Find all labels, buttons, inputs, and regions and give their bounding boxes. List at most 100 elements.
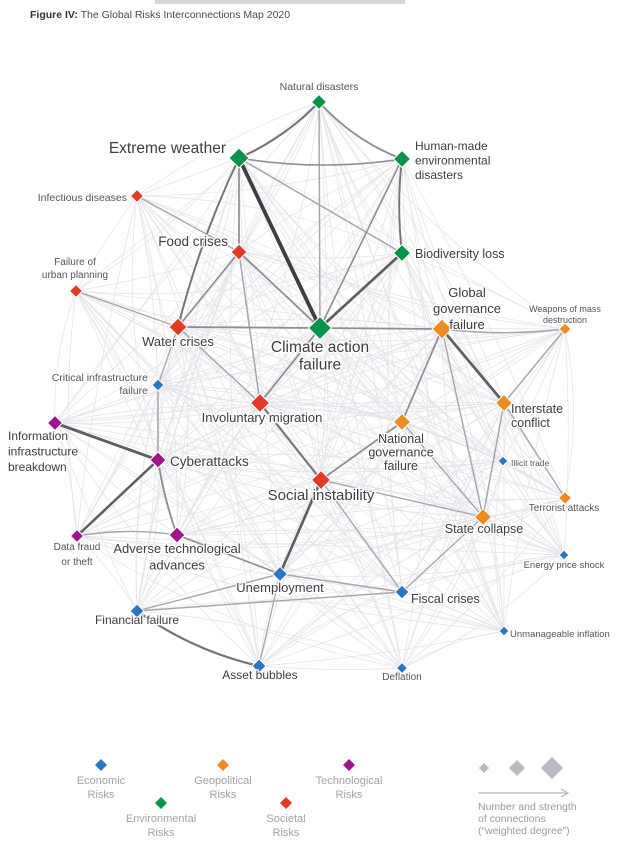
figure-title: Figure IV: The Global Risks Interconnect… xyxy=(30,9,290,21)
node-terrorist-attacks[interactable] xyxy=(557,490,573,506)
connection-line-strong xyxy=(503,402,566,499)
connection-line-strong xyxy=(401,328,443,423)
connection-line xyxy=(259,401,403,423)
node-state-collapse[interactable] xyxy=(473,507,493,527)
connection-line xyxy=(136,534,178,612)
connection-line xyxy=(157,384,281,575)
label-extreme-weather: Extreme weather xyxy=(109,140,226,157)
connection-line xyxy=(319,327,403,423)
connection-line-strong xyxy=(278,478,323,576)
weighted-degree-diamond-2 xyxy=(509,760,525,776)
node-biodiversity-loss[interactable] xyxy=(392,243,412,263)
node-info-infrastructure-breakdown[interactable] xyxy=(46,414,64,432)
connection-line xyxy=(75,290,281,575)
connection-line xyxy=(76,402,505,537)
node-natural-disasters[interactable] xyxy=(310,93,328,111)
connection-line xyxy=(482,516,565,556)
node-cyberattacks[interactable] xyxy=(149,451,167,469)
connection-line xyxy=(401,328,566,669)
connection-line xyxy=(75,101,320,292)
connection-line xyxy=(75,195,138,292)
node-climate-action-failure[interactable] xyxy=(307,315,333,341)
connection-line-strong xyxy=(177,157,240,328)
connection-line xyxy=(135,384,159,612)
node-national-governance-failure[interactable] xyxy=(392,412,412,432)
connection-line-strong xyxy=(259,327,321,404)
node-deflation[interactable] xyxy=(395,661,409,675)
connection-line-strong xyxy=(441,328,484,518)
connection-line-strong xyxy=(318,101,321,329)
connection-line-strong xyxy=(53,421,160,462)
connection-line xyxy=(259,402,566,499)
node-energy-price-shock[interactable] xyxy=(558,549,570,561)
connection-line xyxy=(136,328,443,612)
connection-line xyxy=(176,402,261,536)
connection-line xyxy=(238,251,484,518)
connection-line xyxy=(401,252,504,462)
connection-line xyxy=(318,101,484,518)
node-illicit-trade[interactable] xyxy=(497,455,509,467)
connection-line-strong xyxy=(318,101,403,160)
node-adverse-tech[interactable] xyxy=(168,526,186,544)
node-fiscal-crises[interactable] xyxy=(394,584,410,600)
node-data-fraud-theft[interactable] xyxy=(69,528,85,544)
node-extreme-weather[interactable] xyxy=(228,147,250,169)
connection-line xyxy=(238,251,443,330)
connection-line-strong xyxy=(318,251,404,330)
node-interstate-conflict[interactable] xyxy=(494,393,514,413)
connection-line-strong xyxy=(237,100,321,160)
connection-line xyxy=(54,422,178,536)
connection-line xyxy=(76,535,403,593)
node-unemployment[interactable] xyxy=(271,565,289,583)
connection-line xyxy=(258,252,403,667)
connection-line xyxy=(401,158,565,556)
node-involuntary-migration[interactable] xyxy=(249,392,271,414)
connection-line xyxy=(401,252,566,330)
node-critical-infrastructure-failure[interactable] xyxy=(151,378,165,392)
legend-economic-icon xyxy=(95,759,107,771)
connection-line xyxy=(259,402,403,593)
connection-line xyxy=(502,328,566,462)
label-fiscal-crises: Fiscal crises xyxy=(411,592,480,606)
connection-line xyxy=(320,479,403,669)
connection-line-strong xyxy=(177,326,321,329)
node-weapons-mass-destruction[interactable] xyxy=(558,322,572,336)
connection-line xyxy=(157,402,505,461)
connection-line xyxy=(441,328,504,462)
connection-line xyxy=(54,422,260,667)
connection-line xyxy=(319,327,403,593)
node-global-governance-failure[interactable] xyxy=(431,318,453,340)
node-infectious-diseases[interactable] xyxy=(129,188,145,204)
figure-title-text: The Global Risks Interconnections Map 20… xyxy=(77,9,291,21)
connection-line xyxy=(157,384,261,404)
node-failure-urban-planning[interactable] xyxy=(68,283,84,299)
node-financial-failure[interactable] xyxy=(129,603,145,619)
connection-line xyxy=(76,252,403,537)
weighted-degree-label: Number and strength of connections (“weigh… xyxy=(478,801,577,837)
node-food-crises[interactable] xyxy=(230,243,248,261)
connection-line xyxy=(401,158,505,632)
connection-line-strong xyxy=(503,328,566,404)
connection-line xyxy=(157,384,403,423)
connection-line-strong xyxy=(136,573,281,612)
connection-line xyxy=(401,421,566,499)
label-biodiversity-loss: Biodiversity loss xyxy=(415,247,505,261)
connection-line xyxy=(441,328,565,556)
connection-line xyxy=(76,535,565,556)
node-human-made-env[interactable] xyxy=(392,149,412,169)
node-unmanageable-inflation[interactable] xyxy=(498,625,510,637)
connection-line xyxy=(76,516,484,549)
node-water-crises[interactable] xyxy=(168,317,188,337)
node-asset-bubbles[interactable] xyxy=(251,658,267,674)
legend-technological-icon xyxy=(343,759,355,771)
label-involuntary-migration: Involuntary migration xyxy=(202,410,323,425)
connection-line xyxy=(176,158,403,536)
node-social-instability[interactable] xyxy=(310,469,332,491)
connection-line xyxy=(230,157,260,667)
connection-line xyxy=(238,157,565,556)
connection-line-strong xyxy=(75,290,179,328)
connection-line xyxy=(177,252,403,328)
connection-line xyxy=(258,665,403,670)
connection-line xyxy=(259,328,443,404)
connection-line xyxy=(157,459,565,556)
